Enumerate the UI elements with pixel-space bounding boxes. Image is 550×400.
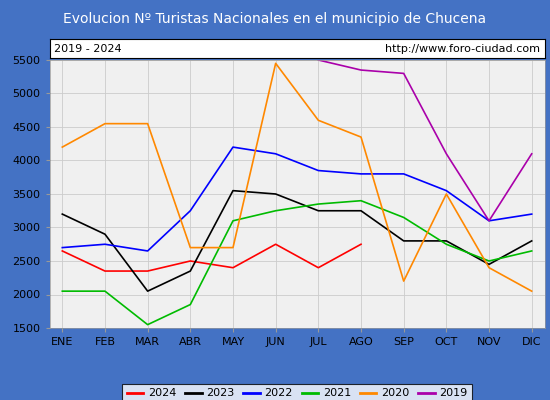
- Text: http://www.foro-ciudad.com: http://www.foro-ciudad.com: [384, 44, 540, 54]
- Legend: 2024, 2023, 2022, 2021, 2020, 2019: 2024, 2023, 2022, 2021, 2020, 2019: [122, 384, 472, 400]
- Text: Evolucion Nº Turistas Nacionales en el municipio de Chucena: Evolucion Nº Turistas Nacionales en el m…: [63, 12, 487, 26]
- Text: 2019 - 2024: 2019 - 2024: [54, 44, 122, 54]
